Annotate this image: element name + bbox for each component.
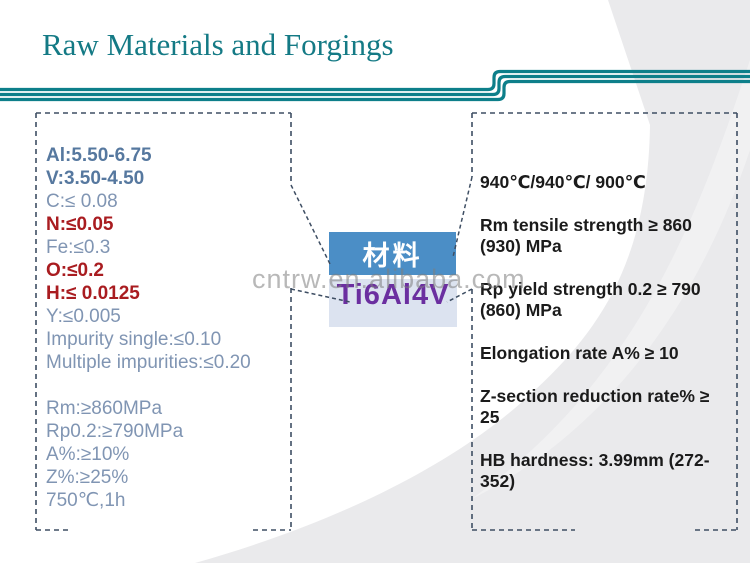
spec-line: N:≤0.05 — [46, 214, 114, 235]
spec-line: A%:≥10% — [46, 444, 130, 465]
spec-line: Rp0.2:≥790MPa — [46, 421, 184, 442]
property-line: Rp yield strength 0.2 ≥ 790 (860) MPa — [480, 279, 701, 320]
spec-line: Multiple impurities:≤0.20 — [46, 352, 251, 373]
material-label-box: 材料 — [329, 232, 456, 275]
spec-line: H:≤ 0.0125 — [46, 283, 140, 304]
property-line: Elongation rate A% ≥ 10 — [480, 343, 679, 363]
left-box-border — [35, 112, 292, 531]
spec-line: Fe:≤0.3 — [46, 237, 111, 258]
spec-line: Z%:≥25% — [46, 467, 129, 488]
watermark: cntrw.en.alibaba.com — [252, 264, 526, 294]
spec-line: 750℃,1h — [46, 490, 126, 511]
spec-line: V:3.50-4.50 — [46, 168, 145, 189]
spec-line: Impurity single:≤0.10 — [46, 329, 222, 350]
mechanical-properties-box: 940℃/940℃/ 900℃ Rm tensile strength ≥ 86… — [480, 172, 722, 514]
stripe-divider — [0, 69, 750, 102]
chemical-composition-box: Al:5.50-6.75 V:3.50-4.50 C:≤ 0.08 N:≤0.0… — [46, 144, 288, 512]
spec-line: O:≤0.2 — [46, 260, 104, 281]
material-label: 材料 — [362, 241, 423, 271]
page-title: Raw Materials and Forgings — [42, 27, 394, 62]
spec-line: C:≤ 0.08 — [46, 191, 118, 212]
property-line: HB hardness: 3.99mm (272-352) — [480, 450, 710, 491]
spec-line: Rm:≥860MPa — [46, 398, 163, 419]
property-line: 940℃/940℃/ 900℃ — [480, 172, 646, 192]
alloy-label: Ti6Al4V — [336, 279, 450, 311]
right-box-border — [471, 112, 738, 531]
corner-swoosh-shape — [195, 0, 750, 563]
alloy-name-box: Ti6Al4V — [329, 279, 457, 327]
property-line: Rm tensile strength ≥ 860 (930) MPa — [480, 215, 692, 256]
spec-line: Y:≤0.005 — [46, 306, 121, 327]
property-line: Z-section reduction rate% ≥ 25 — [480, 386, 710, 427]
spec-line: Al:5.50-6.75 — [46, 145, 152, 166]
